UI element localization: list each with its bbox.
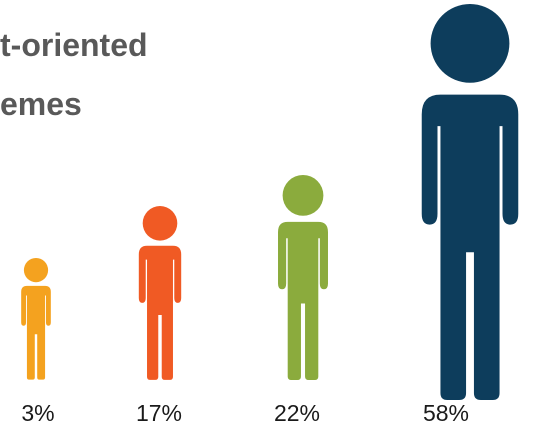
- person-body-2: [138, 245, 182, 380]
- person-body-1: [21, 285, 51, 380]
- percent-label-3: 22%: [273, 400, 321, 426]
- percent-label-1: 3%: [21, 400, 55, 426]
- person-head-2: [142, 206, 178, 241]
- person-body-4: [421, 94, 519, 400]
- person-head-3: [282, 175, 324, 216]
- person-head-4: [430, 4, 510, 83]
- percent-label-2: 17%: [135, 400, 183, 426]
- person-body-3: [278, 221, 328, 381]
- chart-title-line-2: emes: [0, 86, 82, 122]
- person-icon-3: [278, 175, 328, 381]
- chart-title-line-1: t-oriented: [0, 27, 148, 63]
- person-icon-1: [21, 258, 51, 380]
- person-icon-2: [138, 206, 182, 380]
- percent-label-4: 58%: [422, 400, 470, 426]
- person-icon-4: [421, 4, 519, 400]
- person-head-1: [23, 258, 49, 283]
